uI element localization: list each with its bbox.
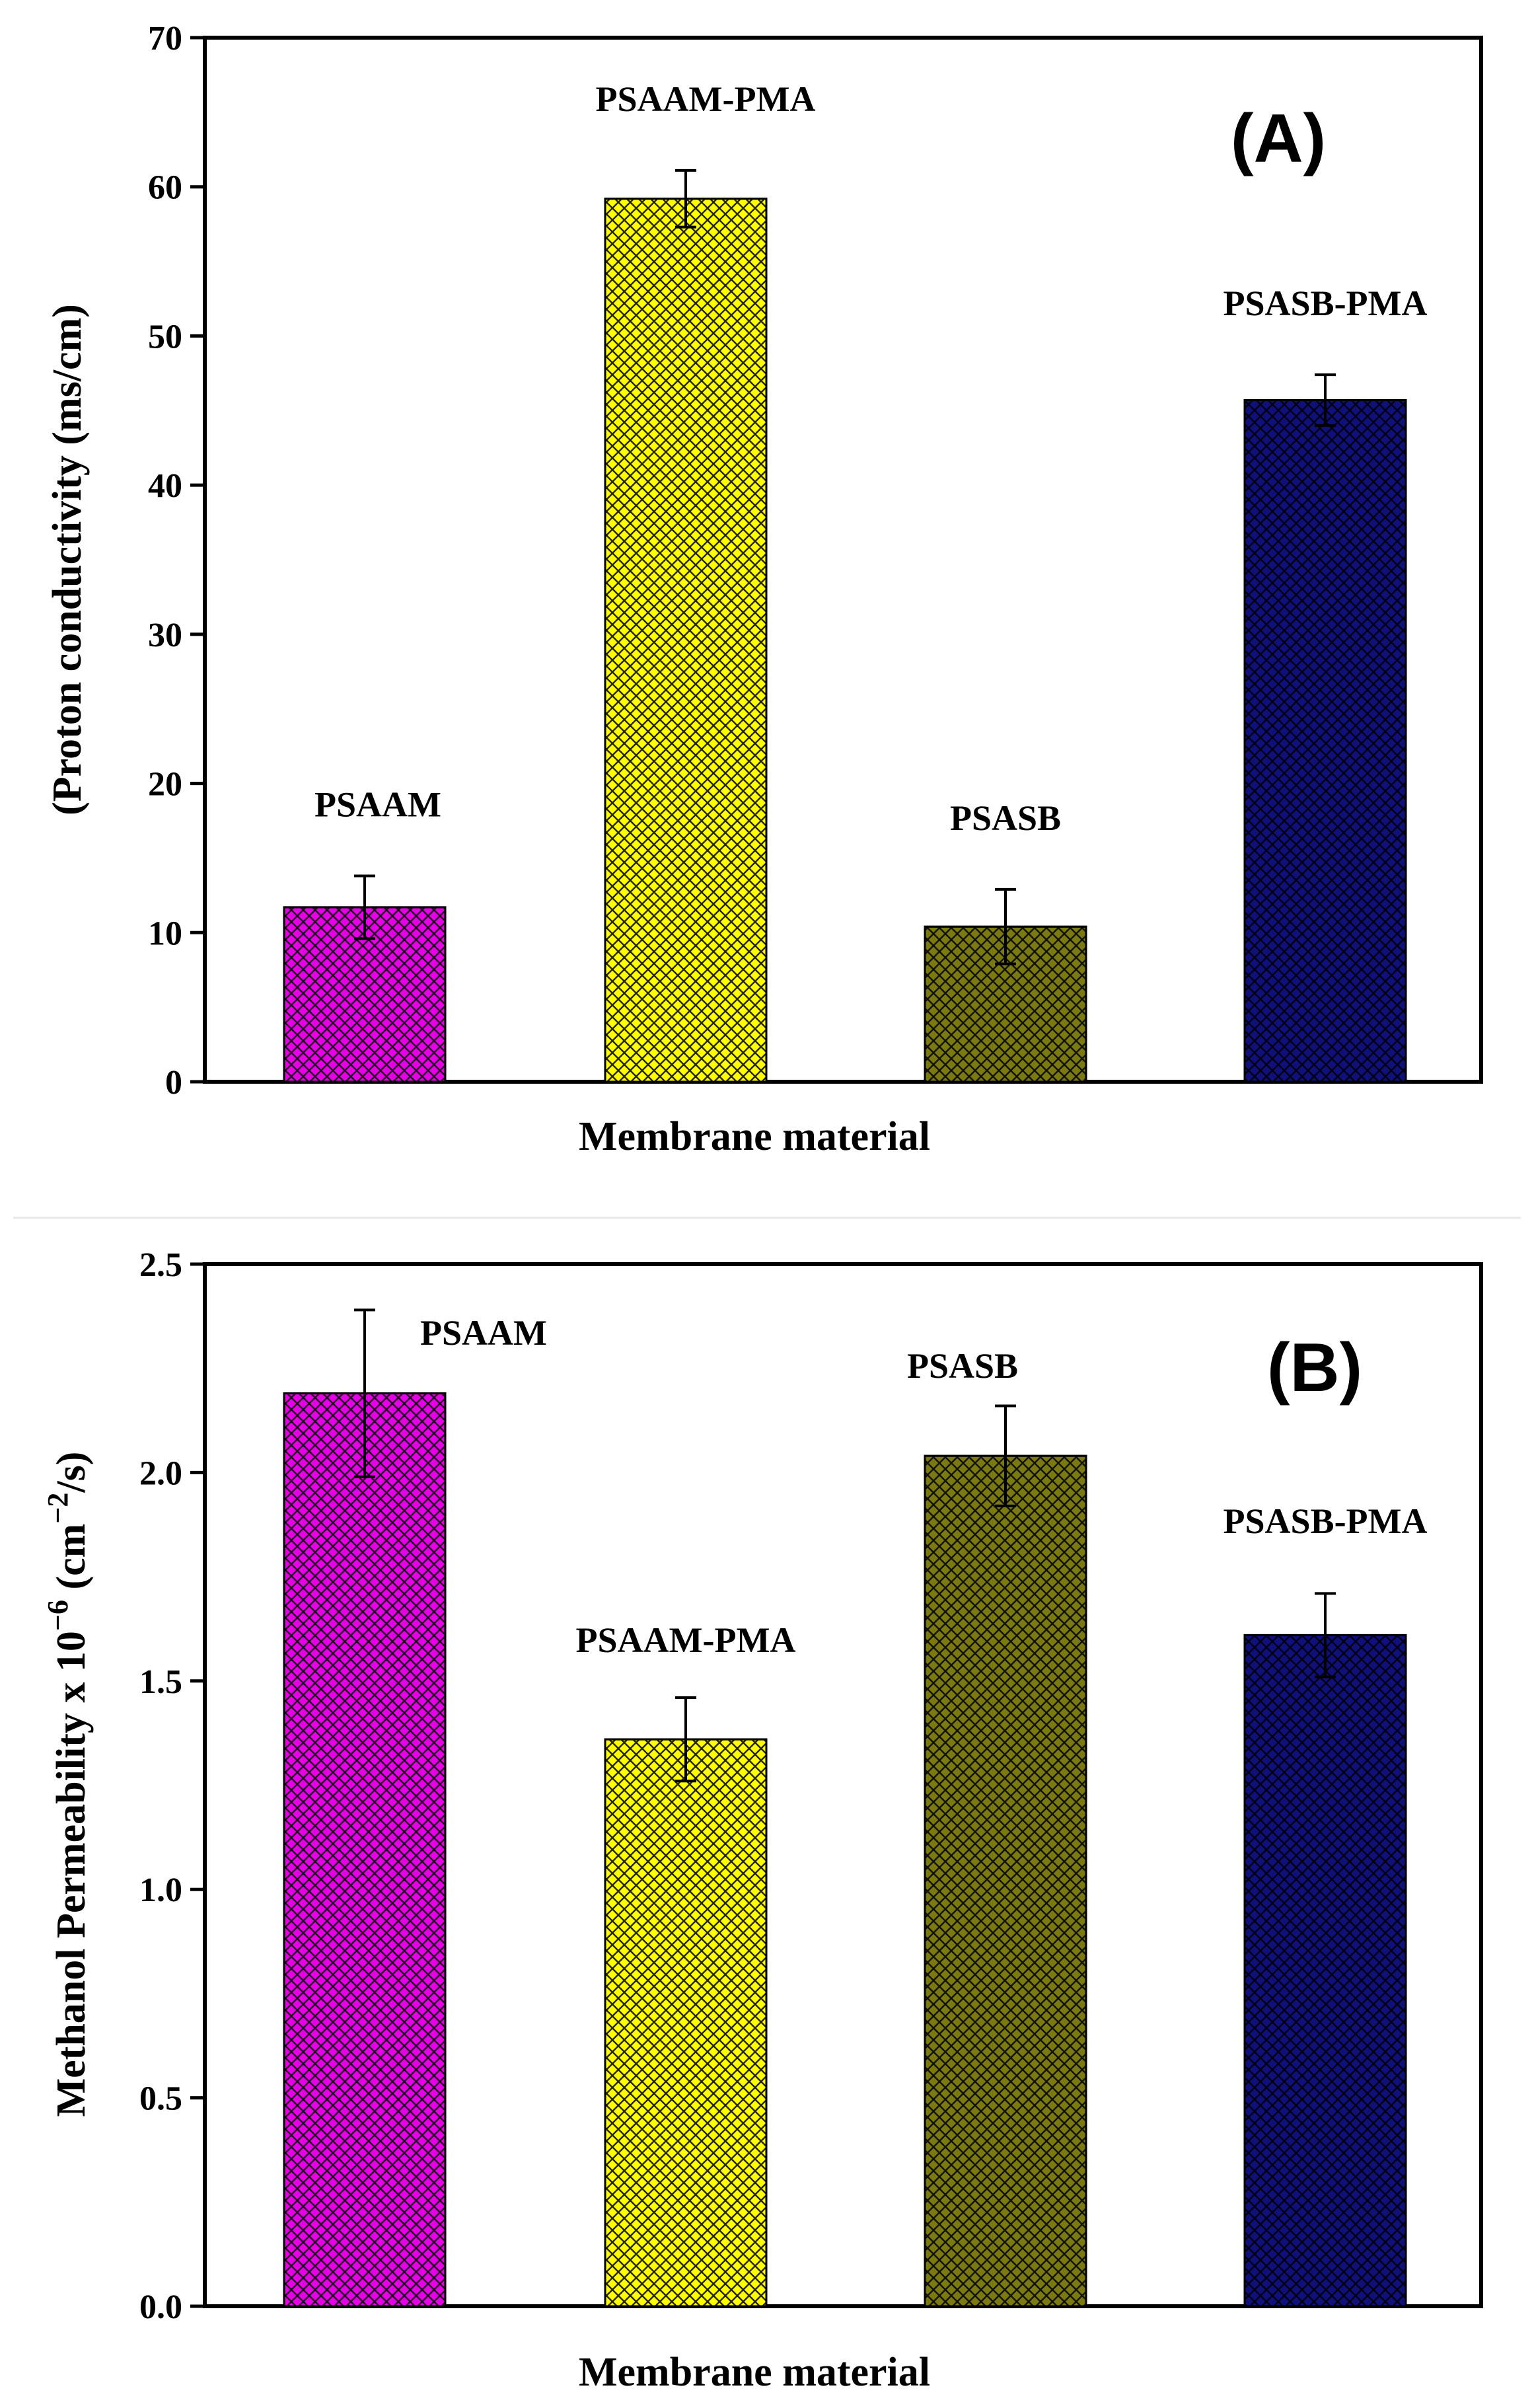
bar-label: PSASB-PMA bbox=[1224, 1501, 1428, 1541]
bar-series bbox=[283, 1308, 1407, 2308]
y-tick-label: 70 bbox=[148, 20, 182, 57]
bar-labels: PSAAM PSAAM-PMA PSASB PSASB-PMA bbox=[314, 79, 1427, 838]
y-tick-label: 2.0 bbox=[139, 1454, 182, 1492]
bar-hatch bbox=[1243, 1634, 1407, 2308]
y-axis-title: Methanol Permeability x 10−6 (cm−2/s) bbox=[42, 1452, 94, 2117]
x-axis-title: Membrane material bbox=[579, 2350, 930, 2395]
y-tick-label: 0 bbox=[165, 1064, 182, 1102]
panel-label: (A) bbox=[1231, 100, 1326, 177]
panel-a-proton-conductivity-chart: 0 10 20 30 40 50 60 70 PSAAM PSAAM-PMA PSASB PSASB… bbox=[45, 20, 1483, 1159]
y-tick-label: 60 bbox=[148, 169, 182, 207]
y-tick-label: 20 bbox=[148, 766, 182, 804]
y-axis-ticks: 0.0 0.5 1.0 1.5 2.0 2.5 bbox=[139, 1246, 205, 2326]
panel-label: (B) bbox=[1267, 1330, 1362, 1406]
y-axis-title-unit-exponent: −2 bbox=[42, 1493, 74, 1524]
bar-labels: PSAAM PSAAM-PMA PSASB PSASB-PMA bbox=[420, 1313, 1427, 1660]
y-tick-label: 1.0 bbox=[139, 1871, 182, 1909]
plot-frame bbox=[203, 1262, 1483, 2308]
plot-frame bbox=[203, 36, 1483, 1084]
y-tick-label: 1.5 bbox=[139, 1663, 182, 1701]
y-axis-title-unit-end: /s) bbox=[49, 1452, 94, 1493]
bar-label: PSAAM-PMA bbox=[596, 79, 816, 119]
y-tick-label: 10 bbox=[148, 915, 182, 952]
panel-b-methanol-permeability-chart: 0.00.51.01.52.02.5 PSAAMPSAAM-PMAPSASBPS… bbox=[42, 1246, 1483, 2395]
y-tick-label: 40 bbox=[148, 467, 182, 505]
bar-label: PSASB bbox=[907, 1346, 1018, 1386]
y-tick-label: 0.0 bbox=[139, 2288, 182, 2326]
bar-label: PSAAM bbox=[420, 1313, 547, 1353]
bar-hatch bbox=[924, 1454, 1087, 2308]
bar-label: PSASB-PMA bbox=[1224, 283, 1428, 323]
bar-hatch bbox=[604, 198, 768, 1083]
bar-hatch bbox=[1243, 398, 1407, 1083]
bar-hatch bbox=[283, 1392, 447, 2308]
y-axis-title-unit: (cm bbox=[49, 1524, 94, 1600]
bar-label: PSAAM-PMA bbox=[576, 1620, 796, 1660]
y-tick-label: 0.5 bbox=[139, 2080, 182, 2118]
bar-label: PSASB bbox=[950, 798, 1061, 838]
bar-label: PSAAM bbox=[314, 785, 441, 825]
y-axis-title-main: Methanol Permeability x 10 bbox=[49, 1631, 94, 2117]
y-axis-ticks: 0 10 20 30 40 50 60 70 bbox=[148, 20, 205, 1102]
y-axis-title: (Proton conductivity (ms/cm) bbox=[45, 304, 90, 815]
y-axis-title-exponent: −6 bbox=[42, 1600, 74, 1631]
x-axis-title: Membrane material bbox=[579, 1114, 930, 1159]
y-tick-label: 50 bbox=[148, 318, 182, 356]
y-tick-label: 2.5 bbox=[139, 1246, 182, 1284]
bar-series bbox=[283, 169, 1407, 1083]
bar-hatch bbox=[604, 1738, 768, 2308]
y-tick-label: 30 bbox=[148, 617, 182, 654]
